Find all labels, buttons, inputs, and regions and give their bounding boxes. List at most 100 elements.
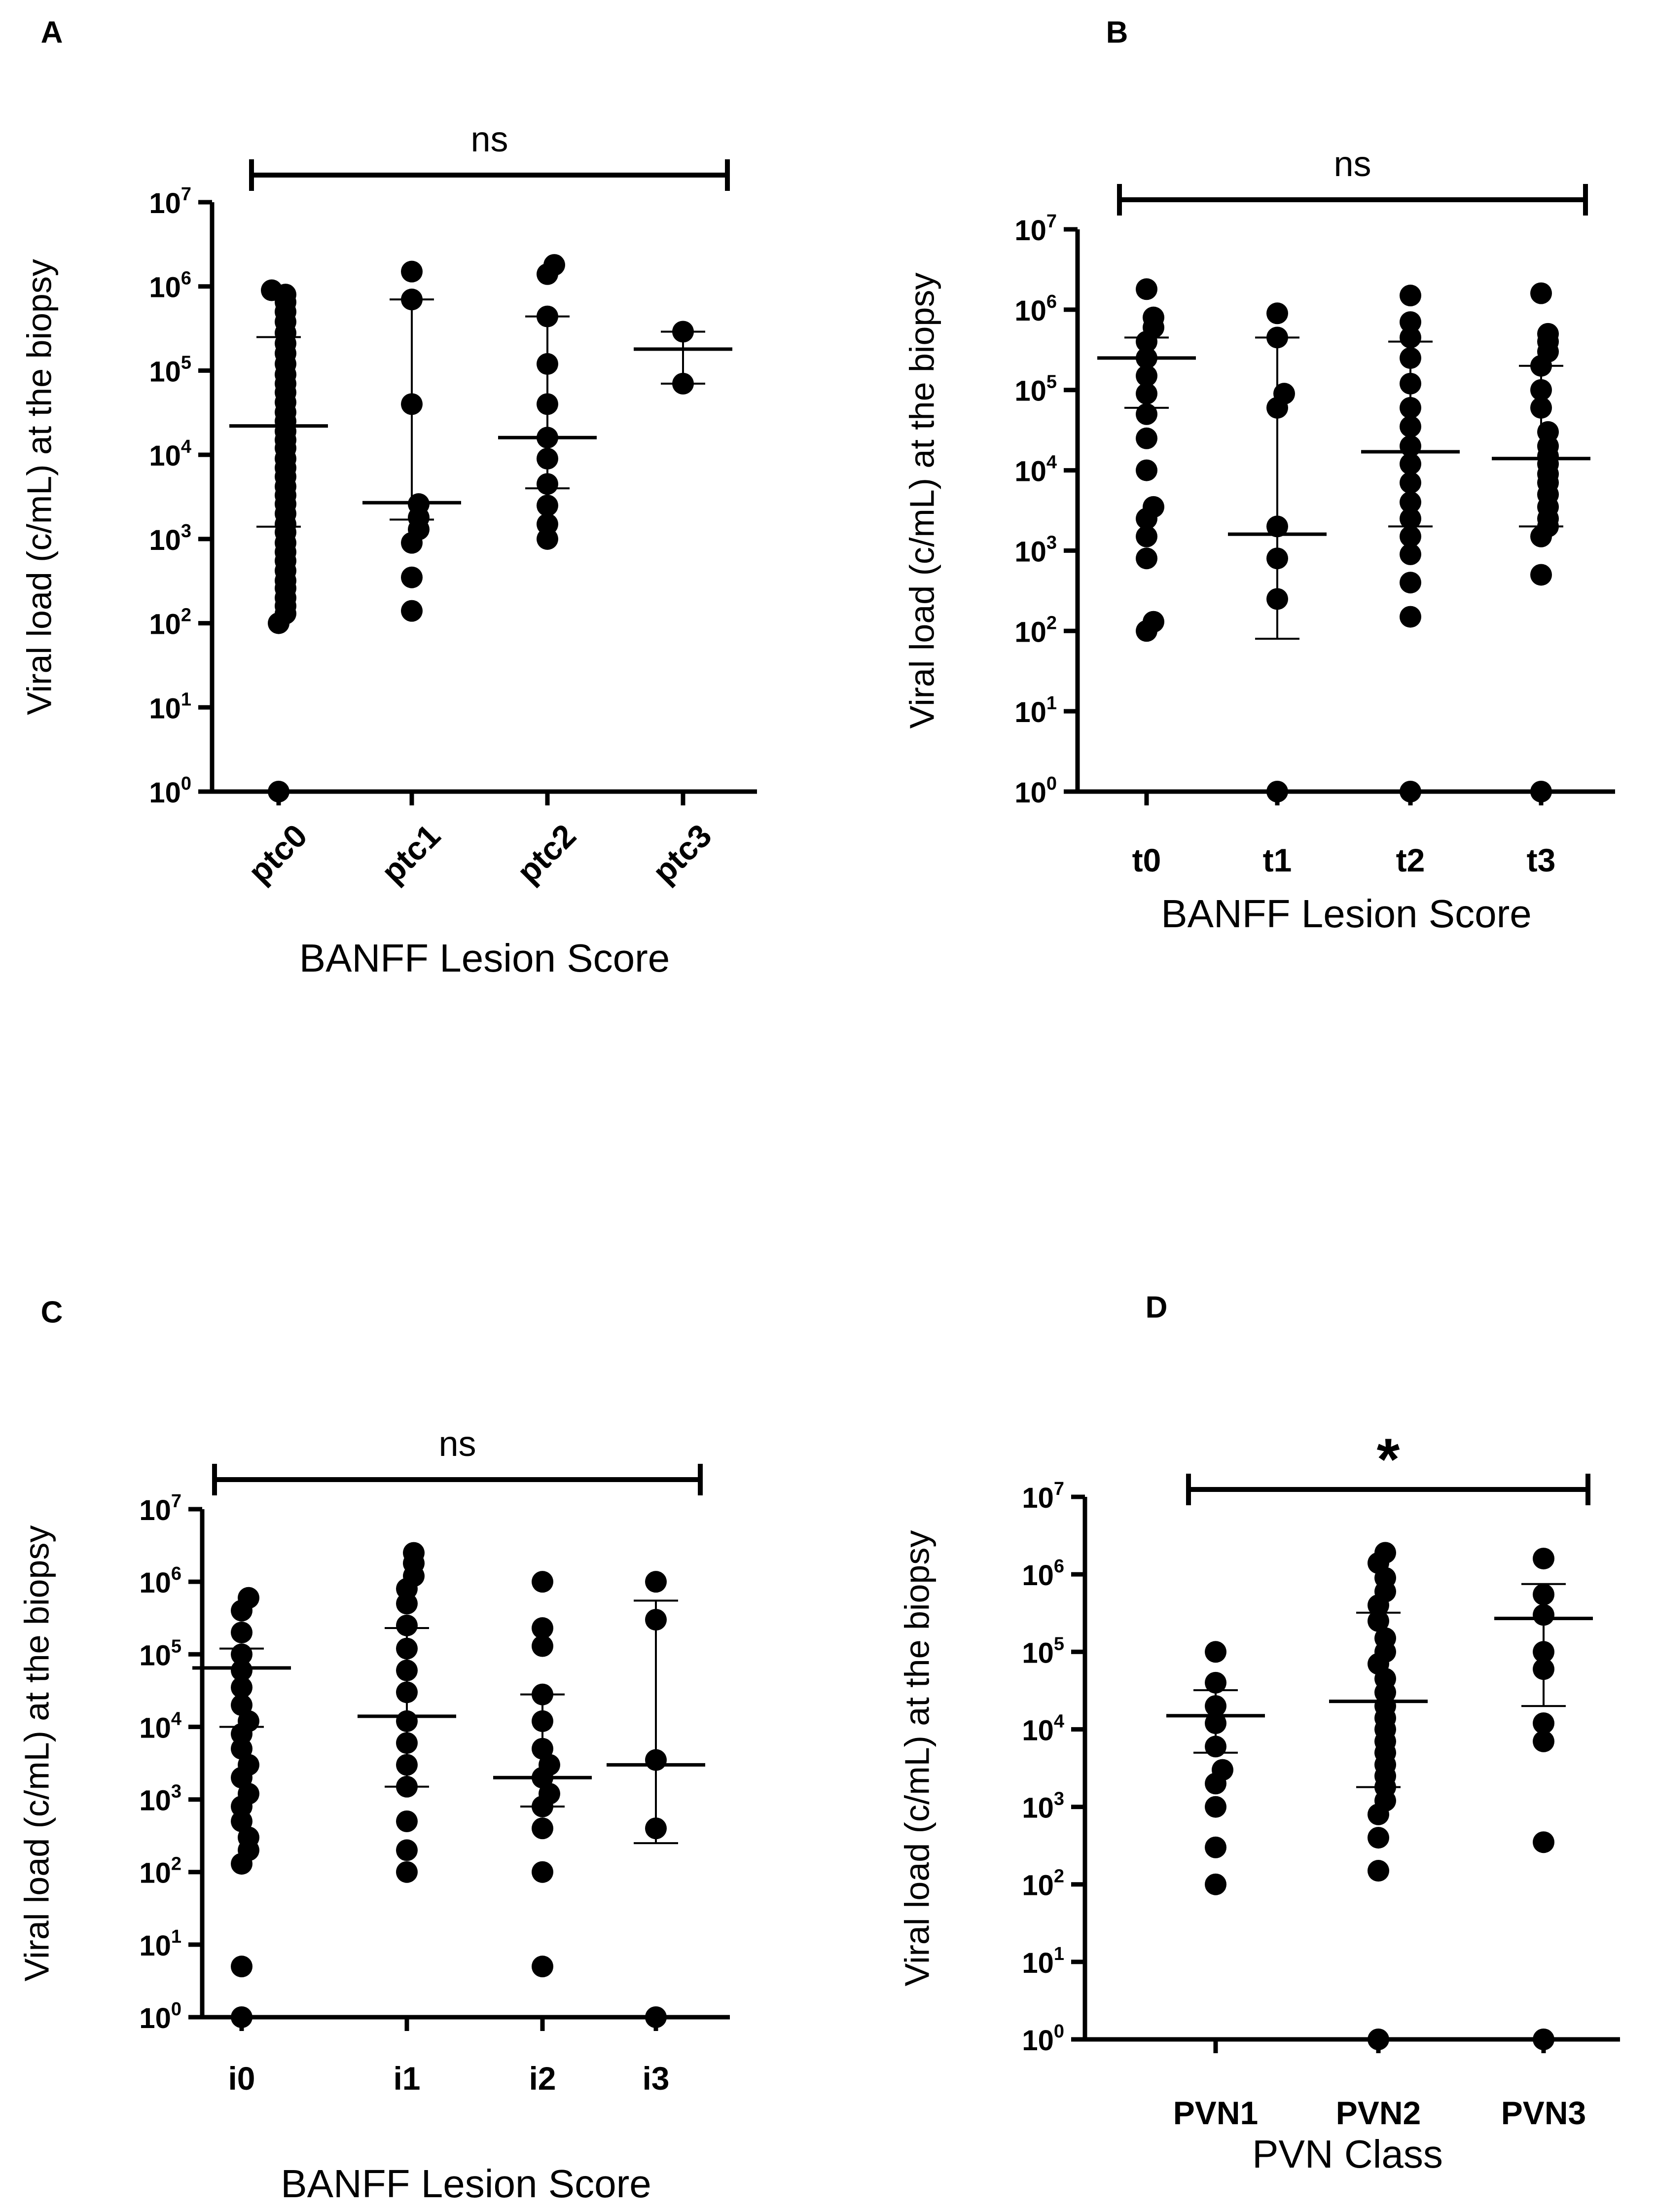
- data-point: [1374, 1542, 1396, 1564]
- group-pvn2: [1329, 1542, 1428, 2050]
- x-category-label: i3: [642, 2060, 669, 2097]
- data-point: [1374, 1627, 1396, 1649]
- data-point: [231, 1676, 252, 1699]
- group-i1: [358, 1542, 456, 1883]
- data-point: [396, 1681, 418, 1704]
- data-point: [532, 1683, 553, 1705]
- data-point: [1266, 781, 1288, 802]
- y-axis-title: Viral load (c/mL) at the biopsy: [17, 1525, 56, 1982]
- data-point: [396, 1861, 418, 1883]
- data-point: [1266, 515, 1288, 538]
- panel-label: D: [1146, 1290, 1168, 1324]
- group-ptc3: [634, 321, 732, 395]
- significance-label: ns: [1333, 145, 1371, 184]
- data-point: [1533, 1658, 1554, 1680]
- x-category-label: t0: [1132, 842, 1161, 878]
- data-point: [1400, 347, 1421, 369]
- data-point: [1266, 326, 1288, 349]
- x-category-label: PVN1: [1173, 2095, 1258, 2131]
- panel-label: A: [41, 15, 63, 49]
- data-point: [1400, 311, 1421, 333]
- group-i3: [607, 1571, 705, 2028]
- data-point: [238, 1587, 259, 1609]
- data-point: [1533, 1831, 1554, 1853]
- data-point: [672, 372, 694, 395]
- group-ptc0: [229, 279, 328, 802]
- x-category-label: ptc3: [646, 817, 719, 890]
- panel-a: A 100 101 102 103 104 105 106 107 ptc0 ptc1 ptc2 ptc…: [20, 15, 757, 980]
- data-point: [645, 2006, 667, 2028]
- data-point: [1533, 1712, 1554, 1734]
- data-point: [401, 289, 423, 311]
- y-tick-label: 102: [1022, 1866, 1064, 1902]
- data-point: [1533, 1548, 1554, 1570]
- data-point: [1530, 781, 1552, 802]
- y-tick-label: 102: [1014, 613, 1057, 648]
- panel-c: C 100 101 102 103 104 105 106 107 i0 i1 i2 i3 BANFF L…: [17, 1295, 730, 2206]
- y-tick-label: 106: [1014, 291, 1057, 327]
- data-point: [1530, 282, 1552, 304]
- data-point: [1533, 1583, 1554, 1605]
- data-point: [1400, 508, 1421, 530]
- data-point: [537, 305, 558, 327]
- data-point: [1266, 547, 1288, 570]
- y-tick-label: 100: [149, 773, 191, 809]
- data-point: [1205, 1641, 1226, 1663]
- y-axis-title: Viral load (c/mL) at the biopsy: [20, 259, 58, 715]
- y-tick-label: 103: [1022, 1789, 1064, 1824]
- panel-label: C: [41, 1295, 63, 1329]
- data-point: [532, 1817, 553, 1840]
- x-category-label: t1: [1263, 842, 1292, 878]
- data-point: [532, 1710, 553, 1732]
- group-ptc1: [362, 260, 461, 622]
- data-point: [537, 447, 558, 470]
- data-point: [231, 1643, 252, 1666]
- data-point: [1400, 572, 1421, 594]
- y-axis-title: Viral load (c/mL) at the biopsy: [902, 273, 941, 729]
- data-point: [1368, 2029, 1389, 2050]
- data-point: [231, 1659, 252, 1681]
- data-point: [1400, 372, 1421, 395]
- data-point: [1368, 1610, 1389, 1632]
- data-point: [1530, 379, 1552, 401]
- data-point: [532, 1617, 553, 1639]
- y-tick-label: 105: [1022, 1633, 1064, 1669]
- y-tick-label: 107: [1014, 211, 1057, 247]
- data-point: [645, 1609, 667, 1631]
- data-point: [1530, 564, 1552, 586]
- y-tick-label: 101: [139, 1926, 181, 1962]
- data-point: [1205, 1836, 1226, 1858]
- group-i2: [493, 1571, 592, 1978]
- y-tick-label: 106: [139, 1563, 181, 1599]
- x-category-label: i0: [228, 2060, 255, 2097]
- data-point: [396, 1614, 418, 1636]
- panel-label: B: [1106, 15, 1128, 49]
- y-tick-label: 100: [1022, 2021, 1064, 2057]
- data-point: [401, 566, 423, 588]
- y-tick-label: 101: [1022, 1944, 1064, 1979]
- y-axis-title: Viral load (c/mL) at the biopsy: [898, 1530, 936, 1987]
- data-point: [396, 1637, 418, 1660]
- significance-label: ns: [470, 120, 508, 159]
- data-point: [537, 513, 558, 535]
- data-point: [537, 353, 558, 375]
- y-tick-label: 104: [139, 1708, 181, 1744]
- data-point: [1400, 397, 1421, 419]
- data-point: [1136, 403, 1157, 425]
- y-tick-label: 107: [139, 1491, 181, 1526]
- x-category-label: PVN2: [1336, 2095, 1421, 2131]
- data-point: [401, 600, 423, 622]
- data-point: [532, 1861, 553, 1883]
- data-point: [1533, 2029, 1554, 2050]
- group-ptc2: [498, 254, 597, 550]
- data-point: [403, 1542, 425, 1564]
- data-point: [1400, 525, 1421, 547]
- data-point: [231, 1694, 252, 1716]
- data-point: [1400, 435, 1421, 457]
- data-point: [261, 279, 283, 301]
- y-tick-label: 104: [1022, 1711, 1064, 1746]
- data-point: [396, 1810, 418, 1832]
- x-category-label: PVN3: [1501, 2095, 1586, 2131]
- y-tick-label: 106: [1022, 1556, 1064, 1592]
